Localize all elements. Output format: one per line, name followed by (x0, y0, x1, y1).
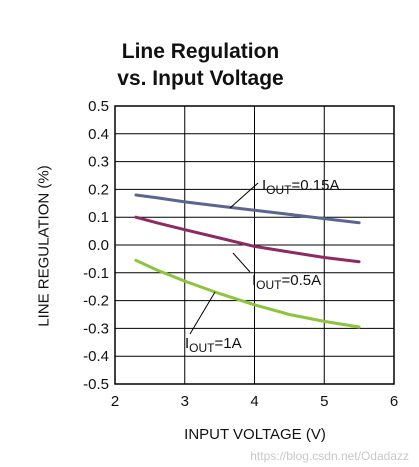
x-tick-label: 6 (390, 393, 398, 410)
x-tick-label: 2 (111, 393, 119, 410)
y-tick-label: -0.5 (83, 376, 109, 393)
watermark-text: https://blog.csdn.net/Odadazz (250, 449, 409, 463)
y-tick-label: 0.4 (88, 126, 109, 143)
plot-frame (114, 105, 395, 385)
tick-labels-layer: 2 3 4 5 6 -0.5 -0.4 -0.3 -0.2 -0.1 0.0 0.1 0.2 0.3 0.4… (83, 98, 398, 410)
chart-title-line2: vs. Input Voltage (117, 67, 284, 90)
series-leader-line-2 (189, 291, 216, 335)
y-tick-label: -0.3 (83, 320, 109, 337)
y-tick-label: 0.3 (88, 154, 109, 171)
series-leader-line-1 (232, 252, 251, 273)
y-tick-label: 0.1 (88, 209, 109, 226)
series-line-1 (134, 215, 361, 264)
series-label-1: IOUT=0.5A (252, 272, 321, 292)
y-axis-label: LINE REGULATION (%) (35, 165, 53, 327)
x-tick-label: 4 (250, 393, 258, 410)
series-labels-layer: IOUT=0.15A IOUT=0.5A IOUT=1A (185, 177, 339, 355)
y-tick-label: -0.1 (83, 265, 109, 282)
y-tick-label: 0.5 (88, 98, 109, 115)
series-line-0 (134, 193, 361, 225)
series-label-2: IOUT=1A (185, 335, 242, 355)
grid-layer (115, 106, 394, 384)
x-tick-label: 5 (320, 393, 328, 410)
series-leader-line-0 (229, 182, 259, 209)
x-tick-label: 3 (181, 393, 189, 410)
series-layer (134, 193, 361, 329)
series-line-2 (134, 258, 361, 329)
x-axis-label: INPUT VOLTAGE (V) (184, 426, 326, 443)
chart-title-line1: Line Regulation (121, 40, 280, 63)
series-label-0: IOUT=0.15A (262, 177, 339, 197)
y-tick-label: -0.4 (83, 348, 109, 365)
y-tick-label: 0.2 (88, 181, 109, 198)
y-tick-label: -0.2 (83, 293, 109, 310)
y-tick-label: 0.0 (88, 237, 109, 254)
